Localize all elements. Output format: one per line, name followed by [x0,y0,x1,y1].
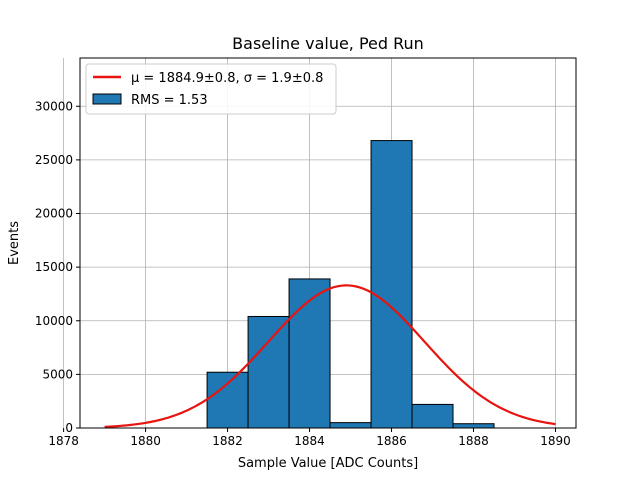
x-tick-label: 1888 [458,434,489,448]
histogram-bar [206,371,249,429]
y-tick-label: 5000 [42,367,73,381]
legend-histogram-label: RMS = 1.53 [131,93,208,108]
y-axis-ticks: 0 5000 10000 15000 20000 25000 30000 [35,99,80,435]
chart-title: Baseline value, Ped Run [232,34,424,53]
legend-histogram-swatch [92,93,122,105]
histogram-bar [247,315,290,429]
histogram-bar [370,140,413,429]
y-tick-label: 0 [65,421,73,435]
x-tick-label: 1878 [48,434,79,448]
gaussian-fit-curve [104,284,556,428]
legend-box [85,63,337,115]
y-axis-label: Events [7,221,22,265]
histogram-bar [452,423,495,429]
legend: μ = 1884.9±0.8, σ = 1.9±0.8 RMS = 1.53 [85,63,337,115]
fit-curve-group [104,284,556,428]
histogram-bar [329,422,372,429]
x-axis-label: Sample Value [ADC Counts] [238,456,418,471]
histogram-bar [288,278,331,429]
y-tick-label: 25000 [35,153,73,167]
legend-fit-label: μ = 1884.9±0.8, σ = 1.9±0.8 [131,71,323,86]
histogram-bars [206,140,495,429]
x-tick-label: 1884 [294,434,325,448]
x-tick-label: 1890 [540,434,571,448]
x-axis-ticks: 1878 1880 1882 1884 1886 1888 1890 [48,428,571,448]
plot-frame [79,57,577,429]
y-tick-label: 20000 [35,207,73,221]
x-tick-label: 1880 [130,434,161,448]
histogram-bar [411,403,454,429]
y-tick-label: 15000 [35,260,73,274]
x-tick-label: 1886 [376,434,407,448]
y-tick-label: 30000 [35,99,73,113]
x-tick-label: 1882 [212,434,243,448]
y-tick-label: 10000 [35,314,73,328]
